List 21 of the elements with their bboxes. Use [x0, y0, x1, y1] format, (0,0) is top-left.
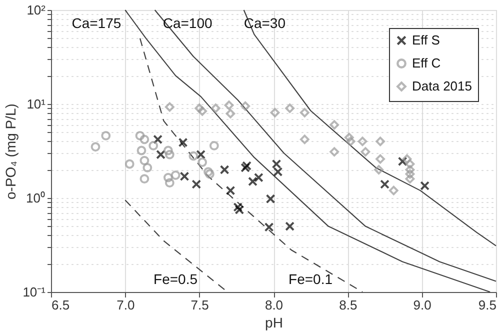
legend-label: Eff S	[412, 32, 440, 48]
y-tick-label: 10¹	[26, 96, 46, 112]
y-tick-label: 10⁻¹	[22, 284, 46, 300]
series-label: Fe=0.1	[288, 271, 333, 287]
y-tick-label: 10²	[26, 2, 46, 18]
x-tick-label: 8.5	[339, 298, 358, 312]
legend-label: Eff C	[412, 56, 441, 70]
x-axis-title: pH	[265, 314, 283, 330]
line-series	[139, 38, 364, 293]
x-tick-label: 9.0	[413, 298, 432, 312]
x-tick-label: 6.5	[52, 298, 70, 312]
x-tick-label: 8.0	[264, 298, 284, 312]
series-label: Fe=0.5	[154, 271, 198, 287]
y-axis-title: o-PO₄ (mg P/L)	[2, 104, 19, 200]
line-series	[243, 9, 497, 246]
y-tick-label: 10⁰	[26, 190, 46, 206]
x-tick-label: 7.5	[190, 298, 209, 312]
x-tick-label: 7.0	[116, 298, 135, 312]
series-label: Ca=175	[72, 15, 122, 31]
legend-label: Data 2015	[412, 78, 472, 94]
x-tick-label: 9.5	[478, 298, 496, 312]
